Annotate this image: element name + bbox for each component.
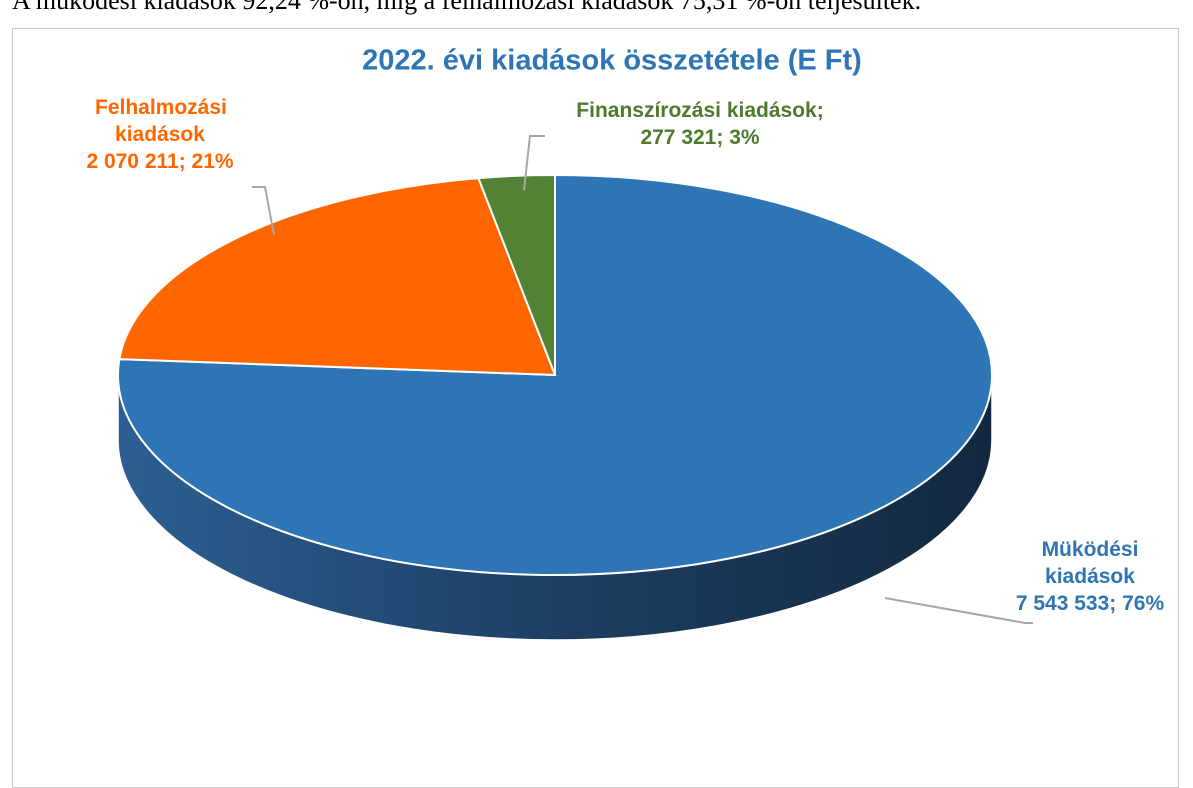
data-label: Finanszírozási kiadások; 277 321; 3% [540, 97, 860, 151]
data-label: Felhalmozási kiadások 2 070 211; 21% [45, 94, 275, 175]
chart-title: 2022. évi kiadások összetétele (E Ft) [362, 45, 862, 77]
label-value: 7 543 533; 76% [1015, 592, 1165, 615]
label-category: Müködési kiadások [1041, 538, 1139, 588]
data-label: Müködési kiadások 7 543 533; 76% [1005, 536, 1175, 617]
label-value: 2 070 211; 21% [86, 150, 234, 173]
slice [117, 173, 993, 576]
label-category: Felhalmozási kiadások [95, 96, 227, 146]
leader-line [252, 186, 275, 236]
leader-line [523, 135, 545, 191]
slice [118, 177, 557, 377]
label-value: 277 321; 3% [640, 126, 760, 149]
label-category: Finanszírozási kiadások; [576, 99, 824, 122]
header-text: A működési kiadások 92,24 %-ön, míg a fe… [12, 0, 922, 15]
slice [476, 173, 556, 376]
leader-line [884, 597, 1033, 624]
